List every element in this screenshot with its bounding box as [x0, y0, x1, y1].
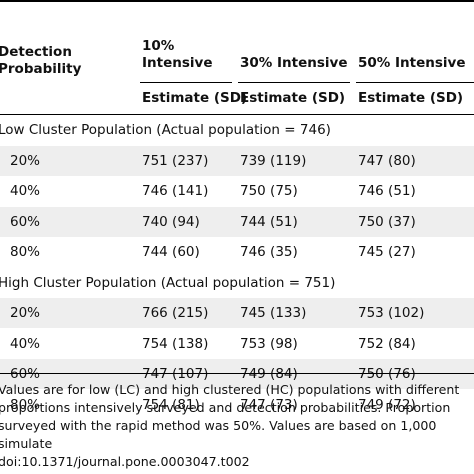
estimate-cell: 745 (133) [240, 305, 307, 321]
estimate-cell: 744 (51) [240, 213, 298, 230]
group-label: Low Cluster Population (Actual populatio… [0, 122, 331, 138]
table-row: 40% 754 (138) 753 (98) 752 (84) [0, 329, 474, 359]
estimate-cell: 746 (35) [240, 244, 298, 260]
estimate-cell: 747 (73) [240, 396, 298, 413]
estimate-cell: 749 (84) [240, 366, 298, 382]
detection-probability-cell: 80% [10, 396, 41, 413]
estimate-cell: 749 (72) [358, 396, 416, 413]
table-row: 20% 751 (237) 739 (119) 747 (80) [0, 145, 474, 176]
table-row: 80% 744 (60) 746 (35) 745 (27) [0, 237, 474, 267]
estimate-cell: 744 (60) [142, 244, 200, 260]
subheader-rule-30 [238, 82, 350, 83]
detection-probability-cell: 40% [10, 335, 41, 352]
detection-probability-cell: 40% [10, 183, 41, 199]
table-footnote: Values are for low (LC) and high cluster… [0, 382, 460, 451]
estimate-cell: 753 (98) [240, 335, 298, 352]
estimate-cell: 750 (75) [240, 183, 298, 199]
header-10-intensive: 10% Intensive [142, 38, 213, 71]
estimate-cell: 766 (215) [142, 305, 209, 321]
bottom-rule [0, 373, 474, 374]
header-30-intensive: 30% Intensive [240, 55, 348, 71]
estimate-cell: 750 (37) [358, 213, 416, 230]
detection-probability-cell: 80% [10, 244, 41, 260]
subheader-rule-50 [356, 82, 474, 83]
estimate-cell: 754 (138) [142, 335, 209, 352]
top-rule [0, 0, 474, 2]
detection-probability-cell: 60% [10, 213, 41, 230]
subheader-rule-10 [140, 82, 232, 83]
estimate-cell: 746 (141) [142, 183, 209, 199]
header-detection-probability: Detection Probability [0, 44, 82, 77]
estimate-cell: 752 (84) [358, 335, 416, 352]
table-row: 60% 747 (107) 749 (84) 750 (76) [0, 359, 474, 389]
estimate-cell: 747 (107) [142, 366, 209, 382]
group-row: Low Cluster Population (Actual populatio… [0, 115, 474, 145]
detection-probability-cell: 20% [10, 152, 41, 169]
header-estimate-10: Estimate (SD) [142, 90, 248, 106]
header-estimate-30: Estimate (SD) [240, 90, 346, 106]
table-row: 60% 740 (94) 744 (51) 750 (37) [0, 206, 474, 237]
detection-probability-cell: 20% [10, 305, 41, 321]
estimate-cell: 739 (119) [240, 152, 307, 169]
group-row: High Cluster Population (Actual populati… [0, 267, 474, 298]
estimate-cell: 751 (237) [142, 152, 209, 169]
table-row: 20% 766 (215) 745 (133) 753 (102) [0, 298, 474, 328]
estimate-cell: 747 (80) [358, 152, 416, 169]
estimate-cell: 740 (94) [142, 213, 200, 230]
header-bottom-rule [0, 114, 474, 115]
header-50-intensive: 50% Intensive [358, 55, 466, 71]
estimate-cell: 753 (102) [358, 305, 425, 321]
estimate-cell: 754 (81) [142, 396, 200, 413]
estimate-cell: 746 (51) [358, 183, 416, 199]
header-estimate-50: Estimate (SD) [358, 90, 464, 106]
estimate-cell: 750 (76) [358, 366, 416, 382]
detection-probability-cell: 60% [10, 366, 41, 382]
doi-link[interactable]: doi:10.1371/journal.pone.0003047.t002 [0, 454, 250, 469]
estimate-cell: 745 (27) [358, 244, 416, 260]
table-row: 80% 754 (81) 747 (73) 749 (72) [0, 390, 474, 420]
group-label: High Cluster Population (Actual populati… [0, 274, 336, 291]
table-row: 40% 746 (141) 750 (75) 746 (51) [0, 176, 474, 206]
